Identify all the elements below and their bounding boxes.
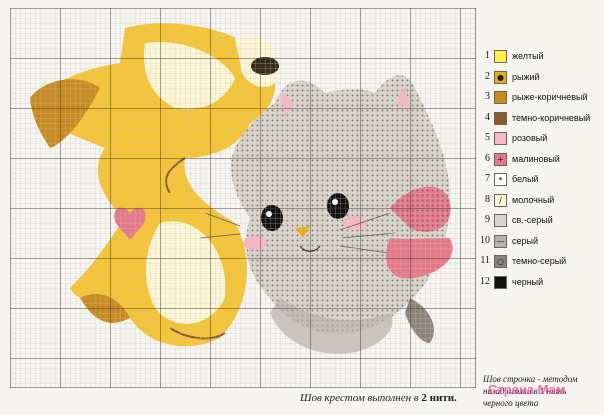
legend-color-name: св.-серый [512,215,553,225]
legend-item: 7 • белый [478,171,602,189]
legend-number: 10 [480,234,490,246]
legend-color-swatch [494,111,507,125]
cross-stitch-pattern-grid [10,8,476,388]
grid-overlay [10,8,476,388]
legend-color-swatch: ○ [494,255,507,268]
legend-number: 6 [485,152,490,164]
legend-item: 1 желтый [478,48,602,66]
legend-item: 11 ○ темно-серый [478,253,602,271]
legend-color-swatch [494,214,507,227]
legend-item: 10 — серый [478,233,602,251]
legend-color-swatch [494,132,507,145]
legend-color-name: серый [512,235,539,246]
cross-stitch-note-text: Шов крестом выполнен в [300,392,422,404]
legend-color-name: розовый [512,133,548,143]
legend-number: 9 [485,214,490,225]
legend-color-name: черный [512,276,544,287]
legend-color-swatch: • [494,173,507,186]
legend-number: 1 [485,50,490,61]
legend-color-name: малиновый [512,153,560,164]
legend-color-swatch [494,91,507,104]
legend-color-name: желтый [512,51,544,61]
legend-color-swatch: / [494,193,507,207]
legend-color-name: рыжий [512,71,540,82]
legend-number: 2 [485,70,490,82]
cross-stitch-note: Шов крестом выполнен в 2 нити. [300,392,457,404]
legend-number: 3 [485,91,490,102]
legend-color-swatch: — [494,234,507,248]
cross-stitch-note-bold: 2 нити. [421,392,457,404]
legend-color-name: темно-серый [512,256,567,266]
legend-item: 4 темно-коричневый [478,110,602,128]
legend-color-name: молочный [512,194,555,205]
legend-color-name: белый [512,174,539,184]
legend-item: 6 + малиновый [478,151,602,169]
legend-number: 8 [485,193,490,205]
legend-color-swatch: ● [494,70,507,84]
watermark-logo: Страна Мам [488,382,566,397]
legend-item: 9 св.-серый [478,212,602,230]
backstitch-note-line1: Шов строчка - методом [483,374,578,384]
legend-item: 12 черный [478,274,602,292]
legend-item: 8 / молочный [478,192,602,210]
legend-item: 3 рыже-коричневый [478,89,602,107]
backstitch-note-line2: назад иголка в 1 нить [483,386,567,396]
backstitch-note-line3: черного цвета [483,398,539,408]
legend-color-swatch [494,275,507,289]
legend-color-name: рыже-коричневый [512,92,588,102]
legend-item: 5 розовый [478,130,602,148]
legend-color-swatch [494,50,507,63]
legend-number: 5 [485,132,490,143]
legend-color-swatch: + [494,152,507,166]
legend-number: 12 [480,275,490,287]
backstitch-note: Шов строчка - методом назад иголка в 1 н… [483,373,601,409]
legend-item: 2 ● рыжий [478,69,602,87]
legend-color-name: темно-коричневый [512,112,591,123]
legend-number: 4 [485,111,490,123]
legend-number: 7 [485,173,490,184]
legend-number: 11 [480,255,490,266]
